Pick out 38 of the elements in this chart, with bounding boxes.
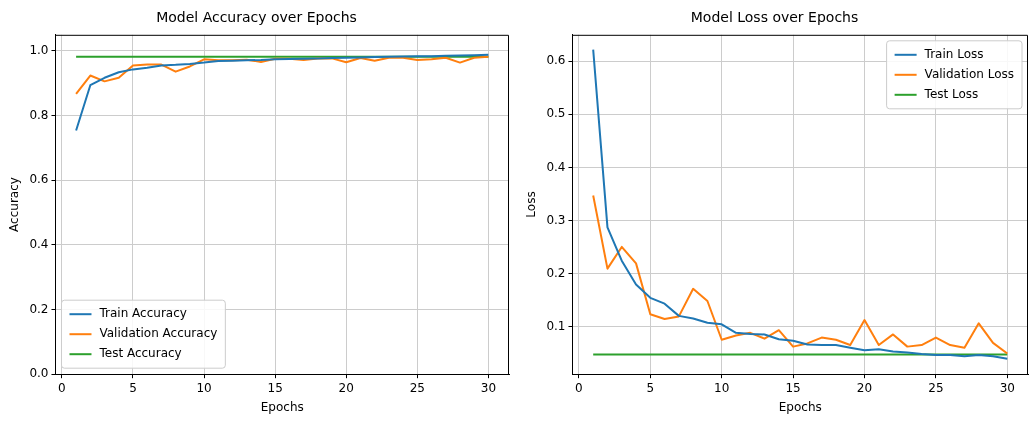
x-tick-label: 5: [646, 380, 655, 395]
y-tick-label: 0.2: [546, 265, 566, 280]
legend-label: Train Accuracy: [98, 306, 187, 321]
x-axis-title: Epochs: [260, 399, 304, 414]
y-tick-label: 0.1: [546, 318, 566, 333]
x-tick-label: 5: [129, 380, 137, 395]
x-tick-label: 25: [409, 380, 425, 395]
x-tick-label: 25: [928, 380, 944, 395]
legend-label: Train Loss: [923, 46, 984, 61]
x-tick-label: 30: [999, 380, 1015, 395]
y-axis-title: Loss: [524, 191, 539, 218]
legend-label: Validation Accuracy: [99, 326, 218, 341]
legend-label: Test Accuracy: [98, 346, 182, 361]
x-tick-label: 0: [575, 380, 583, 395]
x-tick-label: 20: [856, 380, 873, 395]
x-axis-title: Epochs: [778, 399, 822, 414]
x-tick-label: 20: [338, 380, 354, 395]
x-tick-label: 10: [714, 380, 730, 395]
y-tick-label: 0.3: [546, 212, 566, 227]
x-tick-label: 30: [480, 380, 497, 395]
y-tick-label: 0.6: [29, 172, 49, 187]
legend-label: Validation Loss: [924, 66, 1014, 81]
y-tick-label: 0.4: [29, 237, 49, 252]
y-tick-label: 0.4: [546, 159, 566, 174]
x-tick-label: 15: [785, 380, 801, 395]
y-tick-label: 0.2: [29, 301, 49, 316]
y-tick-label: 0.0: [29, 366, 49, 381]
y-tick-label: 0.5: [546, 106, 566, 121]
x-tick-label: 0: [58, 380, 66, 395]
y-tick-label: 1.0: [29, 43, 49, 58]
y-tick-label: 0.6: [546, 53, 566, 68]
chart-title: Model Accuracy over Epochs: [156, 9, 357, 26]
chart-title: Model Loss over Epochs: [690, 9, 859, 26]
x-tick-label: 15: [267, 380, 283, 395]
y-axis-title: Accuracy: [7, 177, 22, 232]
x-tick-label: 10: [196, 380, 212, 395]
y-tick-label: 0.8: [29, 107, 49, 122]
legend-label: Test Loss: [923, 86, 979, 101]
